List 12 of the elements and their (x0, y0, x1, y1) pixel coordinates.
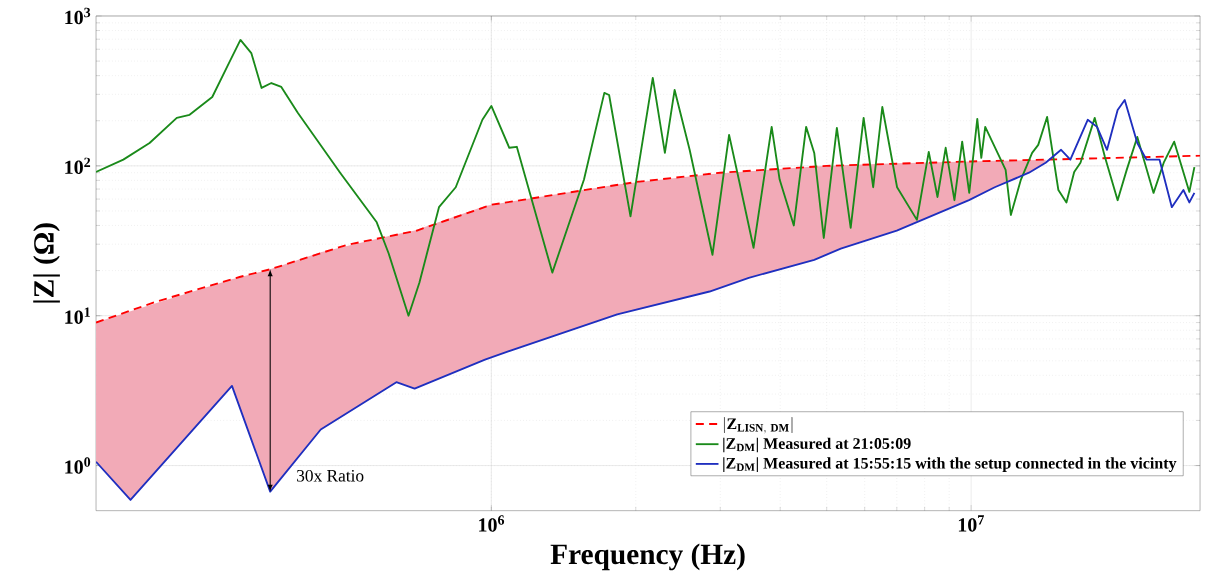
legend-label: |Z$_{DM}$| Measured at 21:05:09 (723, 437, 911, 453)
annotation: 30x Ratio (297, 469, 364, 482)
y-tick-label: 10$^{3}$ (65, 7, 91, 25)
legend-label: $|\mathbf{Z}_{\mathbf{LISN,\ DM}}|$ (723, 417, 793, 434)
y-tick-label: 10$^{1}$ (65, 307, 90, 324)
x-tick-label: 10$^{7}$ (958, 515, 984, 532)
x-axis-title: Frequency (Hz) (550, 543, 745, 571)
legend-label: |Z$_{DM}$| Measured at 15:55:15 with the setup connected in the vicinty (723, 457, 1177, 472)
y-tick-label: 10$^{0}$ (65, 457, 91, 474)
y-axis-title: |Z| (Ω) (33, 223, 60, 303)
x-tick-label: 10$^{6}$ (479, 515, 505, 532)
y-tick-label: 10$^{2}$ (65, 157, 91, 175)
